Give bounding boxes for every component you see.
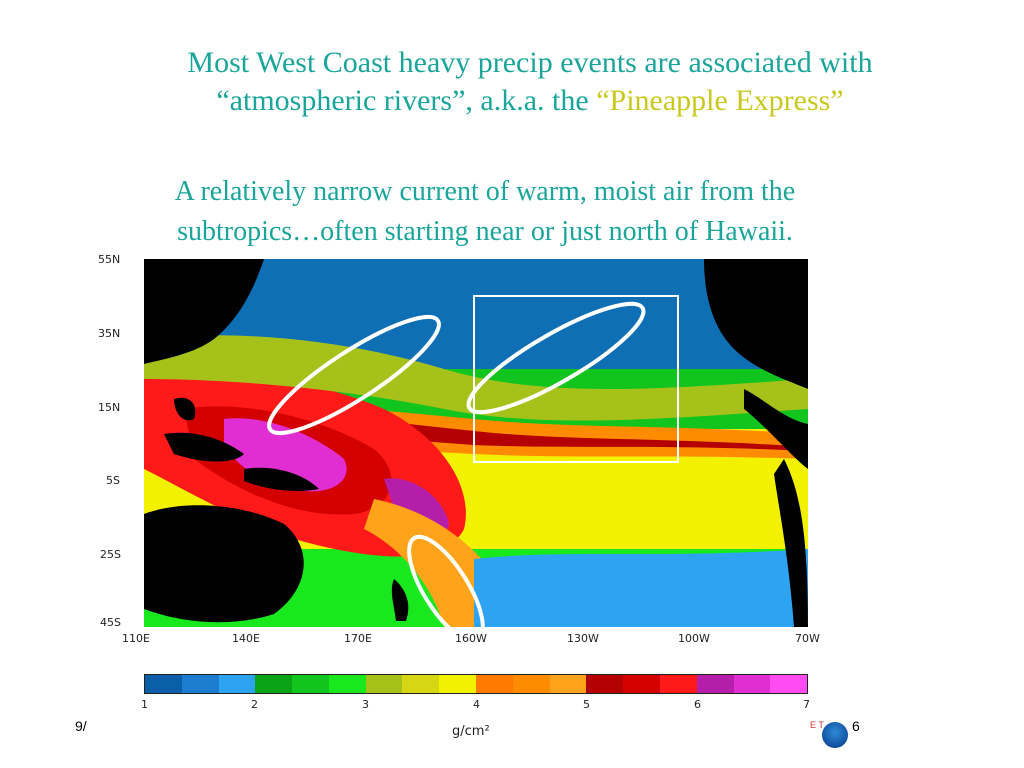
colorbar-swatch <box>623 675 660 693</box>
colorbar-swatch <box>218 675 256 693</box>
subtitle-line-1: A relatively narrow current of warm, moi… <box>174 176 796 207</box>
colorbar-tick-4: 4 <box>473 698 480 711</box>
lon-label-110e: 110E <box>122 632 150 645</box>
colorbar-swatch <box>733 675 771 693</box>
colorbar-swatch <box>365 675 403 693</box>
colorbar <box>144 674 808 694</box>
colorbar-swatch <box>181 675 219 693</box>
slide-title: Most West Coast heavy precip events are … <box>0 44 1024 120</box>
lon-label-130w: 130W <box>567 632 599 645</box>
colorbar-swatch <box>586 675 624 693</box>
colorbar-tick-6: 6 <box>694 698 701 711</box>
slide-subtitle: A relatively narrow current of warm, moi… <box>60 172 910 252</box>
colorbar-swatch <box>549 675 587 693</box>
colorbar-unit: g/cm² <box>452 724 490 739</box>
page-number: 6 <box>852 718 860 734</box>
lon-label-100w: 100W <box>678 632 710 645</box>
colorbar-swatch <box>512 675 550 693</box>
nesdis-logo-letters: E T <box>810 720 824 730</box>
colorbar-tick-3: 3 <box>362 698 369 711</box>
subtitle-line-2: subtropics…often starting near or just n… <box>177 216 793 247</box>
colorbar-tick-1: 1 <box>141 698 148 711</box>
title-line-2-prefix: “atmospheric rivers”, a.k.a. the <box>216 84 597 117</box>
lat-label-45s: 45S <box>100 616 121 629</box>
footer-date: 9/ <box>75 718 87 734</box>
colorbar-swatch <box>328 675 366 693</box>
colorbar-tick-5: 5 <box>583 698 590 711</box>
colorbar-swatch <box>402 675 440 693</box>
map-area <box>144 259 808 627</box>
lat-label-25s: 25S <box>100 548 121 561</box>
map-svg <box>144 259 808 627</box>
colorbar-swatch <box>145 675 182 693</box>
colorbar-swatch <box>255 675 293 693</box>
colorbar-swatch <box>476 675 513 693</box>
colorbar-swatch <box>659 675 697 693</box>
colorbar-swatch <box>770 675 808 693</box>
lat-label-15n: 15N <box>98 401 121 414</box>
lat-label-35n: 35N <box>98 327 121 340</box>
title-line-2: “atmospheric rivers”, a.k.a. the “Pineap… <box>0 82 1024 120</box>
colorbar-tick-7: 7 <box>803 698 810 711</box>
colorbar-swatch <box>696 675 734 693</box>
precipitable-water-map-figure: 55N 35N 15N 5S 25S 45S <box>60 252 880 744</box>
pineapple-express-highlight: “Pineapple Express” <box>596 84 844 117</box>
title-line-1: Most West Coast heavy precip events are … <box>187 46 873 79</box>
lon-label-170e: 170E <box>344 632 372 645</box>
lon-label-70w: 70W <box>795 632 820 645</box>
lat-label-5s: 5S <box>106 474 120 487</box>
colorbar-swatch <box>439 675 477 693</box>
lat-label-55n: 55N <box>98 253 121 266</box>
colorbar-tick-2: 2 <box>251 698 258 711</box>
lon-label-140e: 140E <box>232 632 260 645</box>
colorbar-swatch <box>292 675 329 693</box>
noaa-logo-icon <box>822 722 848 748</box>
lon-label-160w: 160W <box>455 632 487 645</box>
